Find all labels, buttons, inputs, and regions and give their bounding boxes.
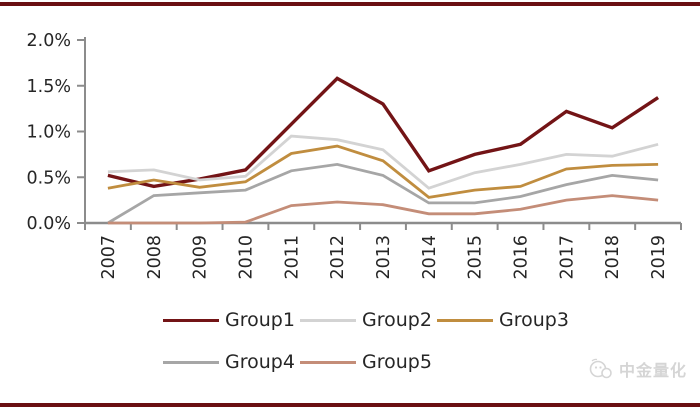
series-line-group5 (107, 194, 659, 225)
legend-label-group1: Group1 (225, 309, 295, 331)
top-accent-bar (0, 2, 700, 6)
series-line-group4 (107, 162, 659, 225)
legend-swatch-group1 (163, 318, 219, 322)
series-line-group1 (107, 76, 660, 189)
x-tick-label: 2017 (557, 235, 577, 280)
y-tick-label: 0.5% (27, 168, 71, 188)
legend-item-group5: Group5 (300, 351, 437, 373)
legend-swatch-group2 (300, 318, 356, 322)
legend-item-group3: Group3 (437, 309, 574, 331)
x-tick-label: 2015 (466, 235, 486, 280)
x-tick-label: 2019 (649, 235, 669, 280)
x-tick-label: 2010 (237, 235, 257, 280)
x-tick-label: 2012 (328, 235, 348, 280)
watermark: 中金量化 (588, 357, 687, 381)
y-tick-label: 1.5% (27, 77, 71, 97)
x-tick-label: 2016 (512, 235, 532, 280)
series-line-group3 (107, 144, 659, 199)
bottom-accent-bar (0, 403, 700, 407)
x-tick-label: 2011 (282, 235, 302, 280)
legend-label-group3: Group3 (499, 309, 569, 331)
legend-item-group2: Group2 (300, 309, 437, 331)
legend-swatch-group3 (437, 318, 493, 322)
legend-swatch-group5 (300, 360, 356, 364)
line-chart: 0.0% 0.5% 1.0% 1.5% 2.0% 2007 2008 2009 2010 2011… (27, 31, 682, 280)
x-tick-label: 2009 (191, 235, 211, 280)
legend-label-group5: Group5 (362, 351, 432, 373)
y-tick-label: 1.0% (27, 123, 71, 143)
chat-bubble-logo-icon (589, 358, 612, 379)
chart-legend: Group1 Group2 Group3 Group4 Group5 (163, 309, 579, 373)
legend-label-group4: Group4 (225, 351, 295, 373)
legend-item-group4: Group4 (163, 351, 300, 373)
legend-swatch-group4 (163, 360, 219, 364)
watermark-text: 中金量化 (618, 361, 687, 380)
x-tick-label: 2013 (374, 235, 394, 280)
x-tick-label: 2008 (145, 235, 165, 280)
y-tick-label: 0.0% (27, 214, 71, 234)
x-tick-label: 2007 (99, 235, 119, 280)
y-tick-label: 2.0% (27, 31, 71, 51)
x-tick-label: 2018 (603, 235, 623, 280)
legend-item-group1: Group1 (163, 309, 300, 331)
series-line-group2 (107, 134, 659, 190)
legend-label-group2: Group2 (362, 309, 432, 331)
x-tick-label: 2014 (420, 235, 440, 280)
